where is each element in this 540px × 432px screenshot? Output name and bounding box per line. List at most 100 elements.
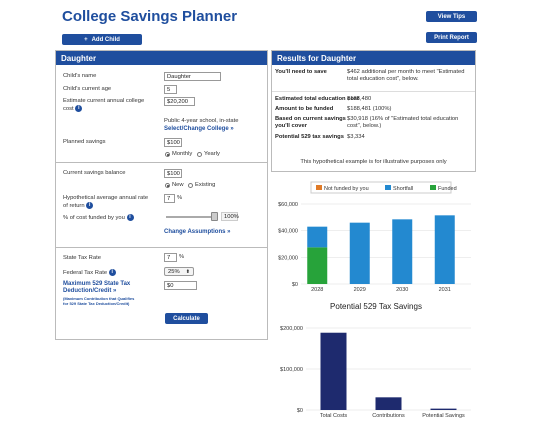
legend-swatch (316, 185, 322, 190)
max-529-input[interactable]: $0 (164, 281, 197, 290)
page-title: College Savings Planner (62, 8, 238, 25)
bar (430, 408, 457, 410)
bar-segment (392, 219, 413, 284)
funded-label: % of cost funded by you i (63, 214, 134, 222)
plus-icon: + (84, 36, 88, 43)
percent-sign: % (179, 254, 185, 260)
bar-segment (307, 247, 328, 284)
y-tick-label: $200,000 (280, 326, 303, 332)
calculate-button[interactable]: Calculate (165, 313, 208, 324)
section-divider (56, 162, 267, 163)
y-tick-label: $40,000 (278, 229, 298, 235)
results-panel-title: Results for Daughter (272, 51, 475, 65)
funded-percent-value: 100% (221, 212, 239, 221)
percent-sign: % (177, 195, 183, 201)
funded-slider-handle[interactable] (211, 212, 218, 221)
return-rate-label: Hypothetical average annual rate of retu… (63, 195, 148, 210)
new-radio[interactable] (165, 183, 170, 188)
child-name-input[interactable]: Daughter (164, 72, 221, 81)
funding-chart: Not funded by you Shortfall Funded $0 $20,00… (278, 181, 471, 293)
funded-label-text: % of cost funded by you (63, 215, 125, 222)
change-assumptions-link[interactable]: Change Assumptions » (164, 229, 231, 235)
child-age-label: Child's current age (63, 86, 112, 92)
results-panel: Results for Daughter You'll need to save… (271, 50, 476, 172)
state-tax-label: State Tax Rate (63, 255, 101, 261)
existing-radio[interactable] (188, 183, 193, 188)
amount-funded-label: Amount to be funded (275, 106, 334, 112)
federal-tax-label-text: Federal Tax Rate (63, 270, 108, 277)
print-report-button[interactable]: Print Report (426, 32, 477, 43)
monthly-radio[interactable] (165, 152, 170, 157)
planned-savings-label: Planned savings (63, 139, 106, 145)
legend-swatch (385, 185, 391, 190)
existing-label: Existing (195, 182, 216, 188)
select-college-link[interactable]: Select/Change College » (164, 126, 234, 132)
legend-swatch (430, 185, 436, 190)
cover-value: $30,918 (16% of "Estimated total educati… (347, 116, 459, 129)
info-icon[interactable]: i (86, 202, 94, 209)
return-rate-label-line2: of return (63, 203, 85, 210)
college-cost-label-line1: Estimate current annual college (63, 98, 145, 104)
info-icon[interactable]: i (126, 214, 134, 221)
chevron-down-icon: ⬍ (185, 269, 190, 275)
cover-label: Based on current savings you'll cover (275, 116, 346, 129)
chart-legend: Not funded by you Shortfall Funded (310, 181, 457, 194)
y-tick-label: $100,000 (280, 367, 303, 373)
child-age-input[interactable]: 5 (164, 85, 177, 94)
bar-segment (307, 226, 328, 248)
new-label: New (172, 182, 184, 188)
x-tick-label: 2031 (439, 287, 451, 293)
tax-savings-value: $3,334 (347, 134, 365, 140)
amount-funded-value: $188,481 (100%) (347, 106, 392, 112)
y-tick-label: $20,000 (278, 255, 298, 261)
return-rate-input[interactable]: 7 (164, 194, 175, 203)
federal-tax-select[interactable]: 25% ⬍ (164, 267, 194, 276)
legend-label: Funded (438, 186, 457, 192)
child-panel-title: Daughter (56, 51, 267, 65)
tax-savings-label: Potential 529 tax savings (275, 134, 344, 140)
planned-savings-input[interactable]: $100 (164, 138, 182, 147)
results-separator (272, 91, 475, 92)
monthly-label: Monthly (172, 151, 193, 157)
legend-label: Shortfall (393, 186, 413, 192)
max-529-link-line2: Deduction/Credit » (63, 288, 117, 294)
bar-segment (434, 215, 455, 284)
yearly-label: Yearly (204, 151, 220, 157)
max-529-note: (Maximum Contribution that Qualifies for… (63, 296, 134, 306)
bar (375, 397, 402, 410)
total-cost-label: Estimated total education cost (275, 96, 360, 102)
max-529-link-line1: Maximum 529 State Tax (63, 281, 131, 287)
add-child-label: Add Child (91, 36, 120, 43)
max-529-note-line2: for 529 State Tax Deduction/Credit) (63, 301, 130, 306)
tax-savings-chart: Potential 529 Tax Savings $0 $100,000 $200,… (280, 302, 471, 419)
federal-tax-label: Federal Tax Rate i (63, 269, 116, 277)
current-balance-input[interactable]: $100 (164, 169, 182, 178)
chart-title: Potential 529 Tax Savings (330, 302, 422, 311)
x-tick-label: 2030 (396, 287, 408, 293)
state-tax-input[interactable]: 7 (164, 253, 177, 262)
max-529-note-line1: (Maximum Contribution that Qualifies (63, 296, 135, 301)
x-tick-label: 2029 (354, 287, 366, 293)
bar-segment (349, 222, 370, 284)
child-name-label: Child's name (63, 73, 97, 79)
section-divider (56, 247, 267, 248)
yearly-radio[interactable] (197, 152, 202, 157)
funded-slider-track[interactable] (166, 216, 216, 218)
need-to-save-value: $462 additional per month to meet "Estim… (347, 69, 465, 82)
college-cost-label-line2: cost (63, 106, 74, 113)
x-tick-label: 2028 (311, 287, 323, 293)
school-type-text: Public 4-year school, in-state (164, 118, 239, 124)
x-tick-label: Potential Savings (422, 413, 465, 419)
need-to-save-label: You'll need to save (275, 69, 327, 75)
current-balance-label: Current savings balance (63, 170, 126, 176)
college-cost-input[interactable]: $20,200 (164, 97, 195, 106)
child-input-panel: Daughter Child's name Daughter Child's c… (55, 50, 268, 340)
add-child-button[interactable]: + Add Child (62, 34, 142, 45)
y-tick-label: $0 (297, 408, 303, 414)
max-529-link[interactable]: Maximum 529 State Tax Deduction/Credit » (63, 281, 130, 295)
info-icon[interactable]: i (75, 105, 83, 112)
info-icon[interactable]: i (108, 269, 116, 276)
view-tips-button[interactable]: View Tips (426, 11, 477, 22)
total-cost-value: $188,480 (347, 96, 372, 102)
college-cost-label: Estimate current annual college cost i (63, 98, 144, 113)
